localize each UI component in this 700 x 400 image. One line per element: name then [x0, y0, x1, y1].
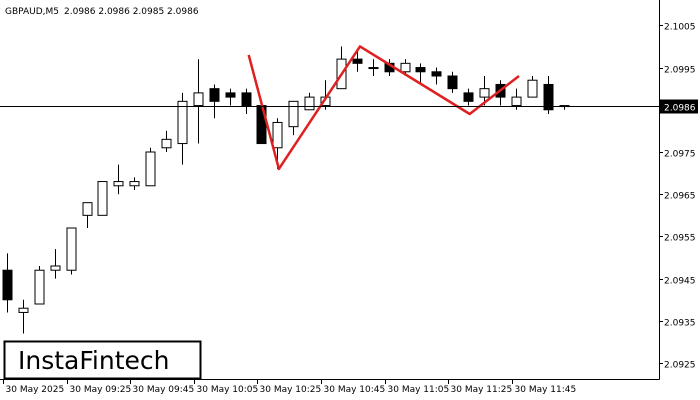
candle	[177, 92, 188, 165]
chart-title-symbol: GBPAUD,M5	[5, 7, 59, 17]
y-axis: 2.1005 2.0995 2.0975 2.0965 2.0955 2.0945 2.09…	[659, 23, 696, 371]
candle-body-bearish	[241, 92, 252, 107]
candle	[97, 181, 108, 216]
candle-body-bullish	[50, 265, 61, 271]
candle-body-bearish	[431, 71, 442, 77]
candle	[225, 88, 236, 106]
y-tick-label: 2.0955	[664, 234, 696, 244]
candle-body-bullish	[511, 96, 522, 107]
candle	[431, 67, 442, 85]
candle-body-bearish	[225, 92, 236, 98]
candle	[415, 63, 426, 85]
chart-title-ohlc: 2.0986 2.0986 2.0985 2.0986	[64, 7, 199, 17]
candle	[2, 253, 13, 313]
candle-body-bullish	[177, 100, 188, 145]
x-tick-label: 30 May 10:05	[197, 385, 259, 395]
price-tag: 2.0986	[660, 99, 698, 114]
logo-border	[3, 340, 202, 380]
x-axis: 30 May 2025 30 May 09:25 30 May 09:45 30 Ma…	[3, 380, 577, 395]
candle-body-bullish	[66, 227, 77, 271]
candle	[82, 202, 93, 228]
candle	[447, 71, 458, 93]
candle	[527, 76, 538, 98]
candle-body-bullish	[527, 79, 538, 98]
candle	[368, 59, 379, 76]
candle-body-bearish	[352, 58, 363, 64]
y-tick-label: 2.0975	[664, 150, 696, 160]
candle-body-bullish	[193, 92, 204, 107]
candle-body-bullish	[97, 181, 108, 216]
candle-body-bullish	[304, 96, 315, 111]
logo-text: InstaFintech	[18, 346, 170, 375]
candle-body-bearish	[209, 88, 220, 102]
candle-body-bearish	[447, 75, 458, 90]
candle	[161, 130, 172, 152]
y-tick-label: 2.0965	[664, 192, 696, 202]
candle	[145, 147, 156, 187]
candle-body-bearish	[543, 83, 554, 111]
candle-body-bullish	[129, 181, 140, 187]
candle-body-bullish	[288, 100, 299, 128]
candle	[34, 266, 45, 305]
candle-body-bullish	[400, 62, 411, 73]
candle-body-bullish	[18, 307, 29, 313]
pattern-line	[247, 45, 520, 171]
logo-box: InstaFintech	[3, 340, 202, 380]
candle	[129, 177, 140, 190]
candle-body-bearish	[2, 269, 13, 301]
x-tick-label: 30 May 09:25	[70, 385, 132, 395]
candle-body-bullish	[368, 67, 379, 70]
pattern-layer	[247, 45, 520, 171]
price-tag-background	[660, 99, 698, 114]
x-tick-label: 30 May 11:45	[515, 385, 577, 395]
candle	[209, 84, 220, 119]
candle-body-bearish	[463, 92, 474, 102]
candle	[543, 76, 554, 114]
x-tick-label: 30 May 10:45	[324, 385, 386, 395]
candle	[113, 164, 124, 195]
y-tick-label: 2.0935	[664, 319, 696, 329]
candle	[18, 299, 29, 334]
x-tick-label: 30 May 11:05	[388, 385, 450, 395]
candle	[66, 227, 77, 275]
x-tick-label: 30 May 10:25	[260, 385, 322, 395]
candle-body-bullish	[272, 121, 283, 149]
candle-body-bullish	[161, 138, 172, 149]
x-tick-label: 30 May 09:45	[133, 385, 195, 395]
candle-body-bullish	[34, 269, 45, 305]
candle	[193, 59, 204, 144]
candle	[479, 76, 490, 106]
y-tick-label: 2.1005	[664, 23, 696, 33]
candle-body-bullish	[145, 151, 156, 187]
candle-body-bullish	[82, 202, 93, 216]
candle-body-bullish	[479, 88, 490, 98]
candle	[463, 88, 474, 106]
price-tag-label: 2.0986	[664, 104, 696, 114]
x-tick-label: 30 May 11:25	[451, 385, 513, 395]
y-tick-label: 2.0945	[664, 277, 696, 287]
candle-body-bearish	[415, 67, 426, 73]
x-tick-label: 30 May 2025	[6, 385, 65, 395]
candle	[241, 88, 252, 114]
y-tick-label: 2.0995	[664, 66, 696, 76]
candle	[352, 50, 363, 72]
y-tick-label: 2.0925	[664, 361, 696, 371]
candle	[50, 249, 61, 279]
candle-body-bullish	[113, 181, 124, 187]
